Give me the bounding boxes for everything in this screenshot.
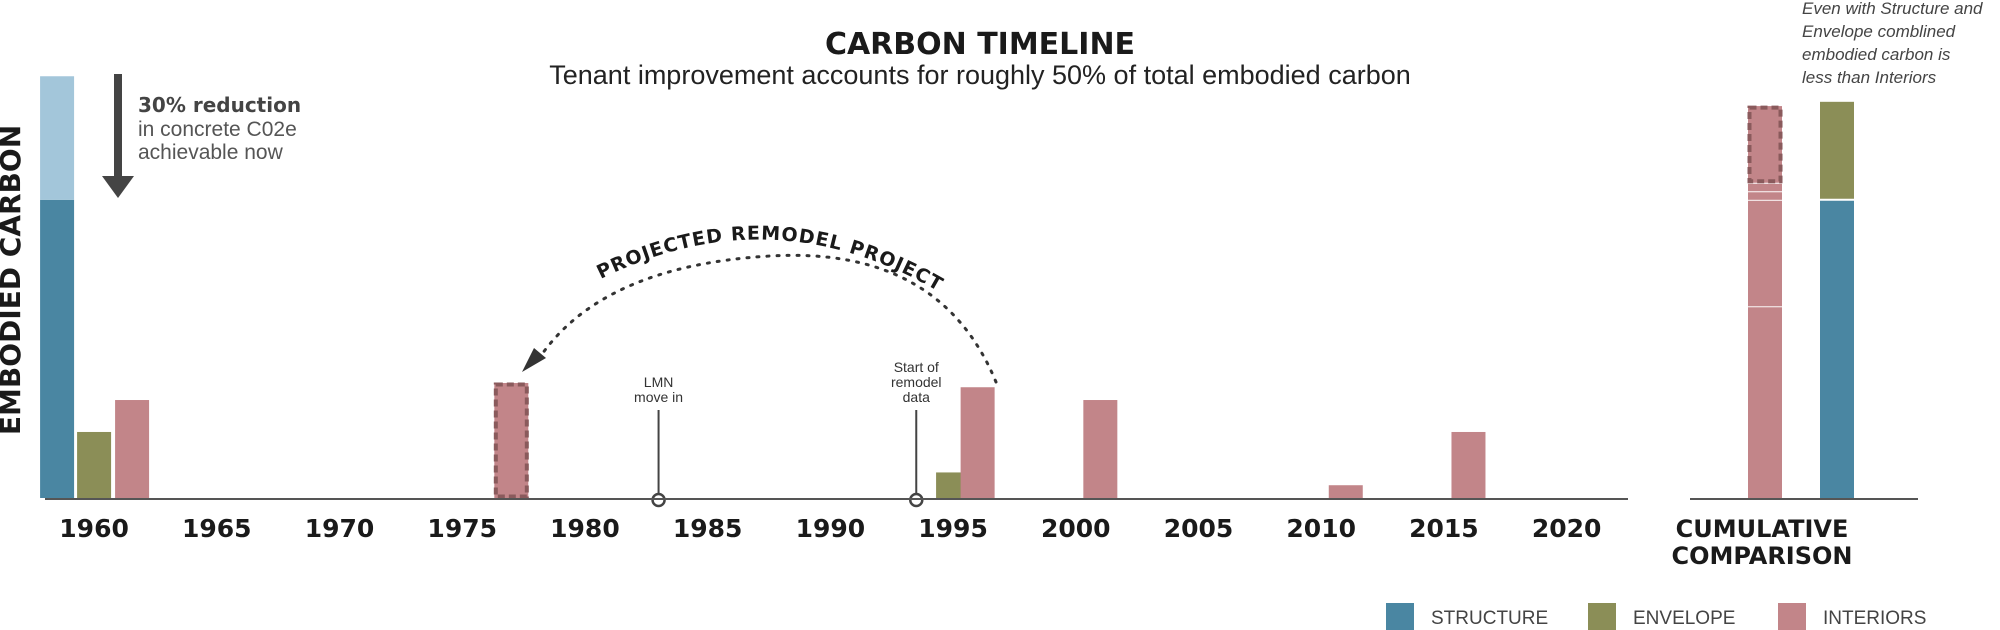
reduction-headline: 30% reduction [138,93,301,117]
x-tick-label: 1980 [550,514,620,543]
bar-interiors-2001 [1083,400,1118,498]
event-marker-label-2: Start of [894,359,939,375]
bar-interiors-1996 [960,387,995,498]
legend-swatch-envelope [1588,603,1616,630]
x-tick-label: 1995 [918,514,988,543]
event-marker-label-1: LMN [644,374,674,390]
note-line-3: embodied carbon is [1802,45,1951,64]
bar-interiors-1960 [115,400,150,498]
cumulative-interiors-segment [1748,191,1782,200]
reduction-line-2: achievable now [138,141,284,164]
legend-label-structure: STRUCTURE [1431,608,1548,629]
bar-interiors-1977 [494,382,529,498]
cumulative-interiors-projected-outline [1747,105,1783,184]
event-marker-label-2: remodel [891,374,942,390]
x-tick-label: 1975 [427,514,497,543]
x-tick-label: 1990 [796,514,866,543]
remodel-arc-textpath: PROJECTED REMODEL PROJECT [593,222,946,296]
legend-label-interiors: INTERIORS [1823,608,1926,629]
x-tick-label: 2020 [1532,514,1602,543]
bar-structure-1960 [40,199,75,499]
x-tick-label: 2005 [1164,514,1234,543]
chart-subtitle: Tenant improvement accounts for roughly … [549,60,1411,90]
x-tick-label: 2010 [1286,514,1356,543]
x-tick-label: 2000 [1041,514,1111,543]
y-axis-label: EMBODIED CARBON [0,125,27,435]
legend-label-envelope: ENVELOPE [1633,608,1735,629]
note-line-2: Envelope comblined [1802,22,1956,41]
bar-structure-reducible-1960 [40,76,75,200]
bar-interiors-projected-outline-1977 [493,382,529,499]
note-line-1: Even with Structure and [1802,0,1983,18]
remodel-arc-label: PROJECTED REMODEL PROJECT [593,222,947,296]
timeline-bars [40,76,1486,499]
x-tick-label: 1970 [305,514,375,543]
x-tick-label: 1985 [673,514,743,543]
cumulative-envelope-segment [1820,101,1854,200]
x-tick-label: 1965 [182,514,252,543]
reduction-arrow-icon [102,176,134,198]
reduction-annotation: 30% reduction in concrete C02e achievabl… [102,74,301,198]
bar-interiors-2011 [1328,485,1363,498]
x-tick-label: 1960 [59,514,129,543]
event-marker-label-1: move in [634,389,683,405]
event-marker-label-2: data [903,389,930,405]
cumulative-title-line-1: CUMULATIVE [1676,515,1849,543]
cumulative-interiors-segment [1748,199,1782,307]
cumulative-interiors-segment [1748,306,1782,498]
x-axis-ticks: 1960 1965 1970 1975 1980 1985 1990 1995 2000 2005… [59,514,1601,543]
note-line-4: less than Interiors [1802,68,1937,87]
cumulative-structure-segment [1820,199,1854,499]
remodel-arc-dots [536,253,998,384]
remodel-arrowhead-icon [522,348,546,372]
reduction-line-1: in concrete C02e [138,118,297,141]
cumulative-note: Even with Structure and Envelope comblin… [1802,0,1983,87]
cumulative-title-line-2: COMPARISON [1671,542,1852,570]
bar-envelope-1960 [77,431,112,498]
legend: STRUCTURE ENVELOPE INTERIORS [1386,603,1926,630]
cumulative-interiors-segment [1748,182,1782,192]
x-tick-label: 2015 [1409,514,1479,543]
cumulative-interiors-segment [1748,106,1782,183]
cumulative-comparison [1747,101,1854,499]
legend-swatch-structure [1386,603,1414,630]
legend-swatch-interiors [1778,603,1806,630]
chart-title: CARBON TIMELINE [825,27,1135,62]
bar-interiors-2016 [1451,431,1486,498]
